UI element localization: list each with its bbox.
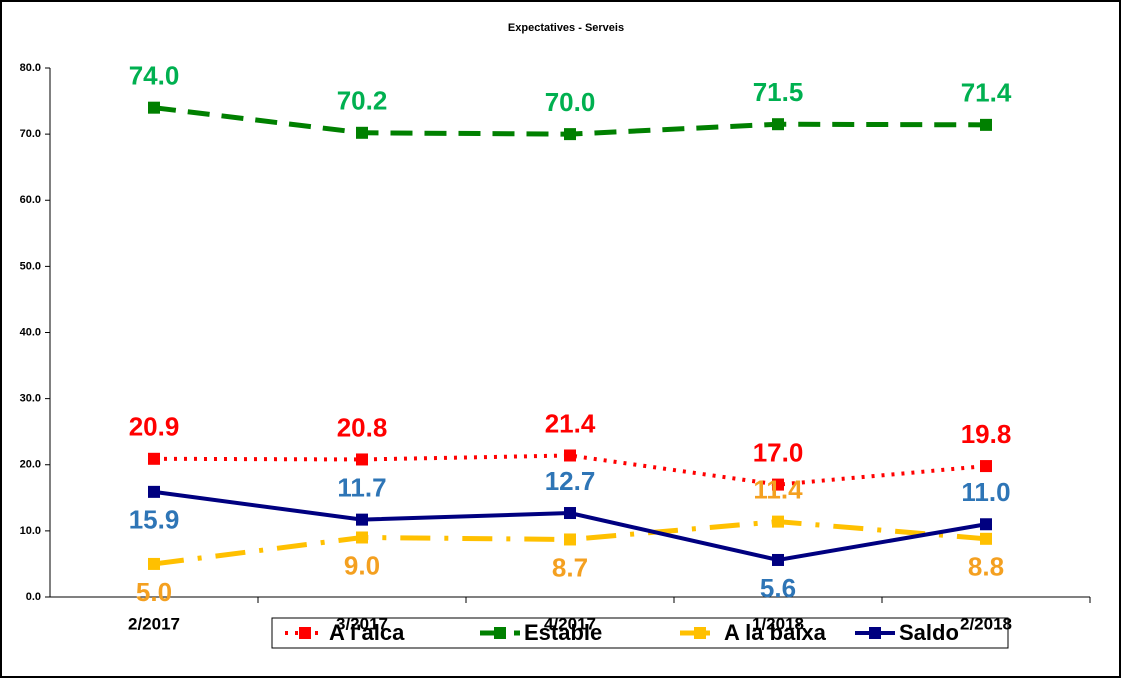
- value-label: 20.9: [129, 412, 180, 442]
- x-tick-label: 4/2017: [544, 614, 596, 633]
- value-label: 5.0: [136, 577, 172, 607]
- marker: [980, 118, 992, 131]
- x-tick-label: 1/2018: [752, 614, 804, 633]
- value-label: 11.7: [337, 473, 386, 503]
- x-tick-label: 3/2017: [336, 614, 388, 633]
- legend-marker: [299, 627, 311, 639]
- value-label: 19.8: [961, 419, 1012, 449]
- marker: [980, 532, 992, 545]
- marker: [564, 449, 576, 462]
- marker: [772, 553, 784, 566]
- legend-label: A l'alca: [329, 620, 405, 645]
- y-tick-label: 70.0: [20, 128, 41, 140]
- y-tick-label: 30.0: [20, 393, 41, 405]
- value-label: 11.4: [753, 474, 803, 504]
- y-tick-label: 40.0: [20, 326, 41, 338]
- marker: [772, 515, 784, 528]
- marker: [148, 101, 160, 114]
- value-label: 70.2: [337, 86, 388, 116]
- value-label: 11.0: [961, 477, 1010, 507]
- legend-label: Saldo: [899, 620, 959, 645]
- value-label: 21.4: [545, 408, 596, 438]
- marker: [564, 533, 576, 546]
- y-tick-label: 60.0: [20, 194, 41, 206]
- marker: [356, 453, 368, 466]
- marker: [772, 118, 784, 131]
- value-label: 71.4: [961, 78, 1012, 108]
- marker: [980, 518, 992, 531]
- y-tick-label: 20.0: [20, 459, 41, 471]
- y-tick-label: 10.0: [20, 525, 41, 537]
- legend-marker: [869, 627, 881, 639]
- legend-label: Estable: [524, 620, 602, 645]
- value-label: 9.0: [344, 550, 380, 580]
- value-label: 20.8: [337, 412, 388, 442]
- legend-marker: [694, 627, 706, 639]
- legend-label: A la baixa: [724, 620, 827, 645]
- marker: [148, 557, 160, 570]
- marker: [148, 452, 160, 465]
- value-label: 74.0: [129, 61, 180, 91]
- value-label: 17.0: [753, 437, 804, 467]
- marker: [564, 128, 576, 141]
- marker: [980, 460, 992, 473]
- y-tick-label: 50.0: [20, 260, 41, 272]
- x-tick-label: 2/2017: [128, 614, 180, 633]
- y-tick-label: 80.0: [20, 62, 41, 74]
- value-label: 8.8: [968, 552, 1004, 582]
- value-label: 71.5: [753, 77, 804, 107]
- value-label: 70.0: [545, 87, 596, 117]
- value-label: 8.7: [552, 552, 588, 582]
- chart-title: Expectatives - Serveis: [508, 22, 624, 34]
- value-label: 15.9: [129, 505, 180, 535]
- x-tick-label: 2/2018: [960, 614, 1012, 633]
- legend-marker: [494, 627, 506, 639]
- y-tick-label: 0.0: [26, 591, 41, 603]
- marker: [356, 531, 368, 544]
- marker: [772, 478, 784, 491]
- value-label: 12.7: [545, 466, 596, 496]
- marker: [356, 513, 368, 526]
- marker: [148, 485, 160, 498]
- value-label: 5.6: [760, 573, 796, 603]
- marker: [356, 126, 368, 139]
- marker: [564, 507, 576, 520]
